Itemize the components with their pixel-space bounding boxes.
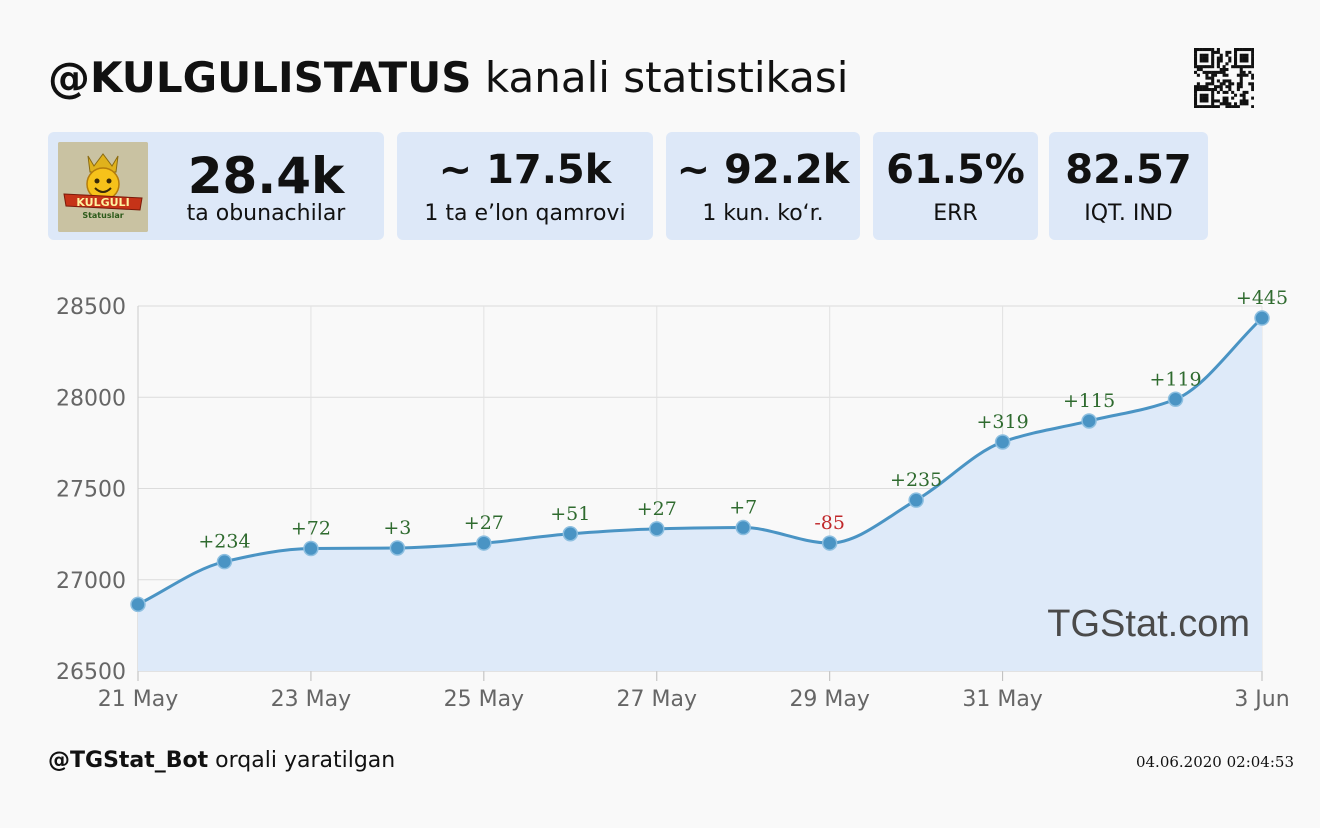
title-suffix: kanali statistikasi [484, 53, 849, 102]
data-label: +27 [464, 512, 504, 534]
x-tick-label: 29 May [789, 687, 869, 712]
index-value: 82.57 [1065, 147, 1192, 193]
footer-timestamp: 04.06.2020 02:04:53 [1135, 753, 1294, 771]
channel-avatar: KULGULI Statuslar [58, 142, 148, 232]
data-label: +7 [729, 497, 757, 519]
daily-views-label: 1 kun. ko‘r. [702, 201, 824, 226]
y-tick-label: 27500 [56, 478, 126, 503]
data-point [1081, 413, 1097, 429]
reach-value: ~ 17.5k [438, 147, 612, 193]
index-card: 82.57 IQT. IND [1049, 132, 1208, 240]
data-label: +72 [291, 518, 331, 540]
watermark: TGStat.com [1047, 603, 1250, 645]
err-value: 61.5% [886, 147, 1025, 193]
data-label: +319 [977, 411, 1029, 433]
data-point [908, 492, 924, 508]
subscribers-label: ta obunachilar [186, 201, 346, 226]
svg-text:KULGULI: KULGULI [76, 196, 129, 209]
qr-code-icon[interactable] [1194, 48, 1254, 108]
data-point [1167, 391, 1184, 408]
data-label: +3 [383, 517, 411, 539]
x-tick-label: 27 May [617, 687, 697, 712]
daily-views-card: ~ 92.2k 1 kun. ko‘r. [666, 132, 860, 240]
data-label: +445 [1236, 287, 1288, 309]
y-tick-label: 28000 [56, 386, 126, 411]
data-point [1254, 310, 1270, 326]
data-point [735, 519, 751, 536]
subscribers-card: KULGULI Statuslar 28.4k ta obunachilar [48, 132, 384, 240]
data-label: -85 [814, 512, 845, 534]
x-tick-label: 3 Jun [1234, 687, 1289, 712]
data-label: +235 [890, 469, 942, 491]
data-point [562, 526, 579, 542]
subscribers-value: 28.4k [187, 147, 345, 205]
x-tick-label: 25 May [444, 687, 524, 712]
data-point [130, 596, 146, 613]
data-point [476, 535, 492, 551]
channel-logo: KULGULI Statuslar [58, 142, 148, 232]
x-tick-label: 21 May [98, 687, 178, 712]
svg-text:Statuslar: Statuslar [82, 211, 123, 220]
x-tick-label: 31 May [962, 687, 1042, 712]
data-point [821, 535, 838, 551]
page-title: @KULGULISTATUS kanali statistikasi [48, 50, 848, 106]
data-point [649, 521, 665, 537]
err-label: ERR [933, 201, 978, 226]
bot-link[interactable]: @TGStat_Bot [48, 748, 209, 773]
footer-suffix: orqali yaratilgan [208, 748, 396, 773]
x-tick-label: 23 May [271, 687, 351, 712]
series-area [138, 318, 1262, 671]
index-label: IQT. IND [1084, 201, 1173, 226]
y-tick-label: 28500 [56, 295, 126, 320]
data-label: +115 [1063, 390, 1115, 412]
data-point [303, 540, 319, 557]
data-point [389, 540, 406, 556]
reach-card: ~ 17.5k 1 ta e’lon qamrovi [397, 132, 653, 240]
data-label: +234 [198, 531, 250, 553]
data-point [216, 553, 233, 570]
channel-name: @KULGULISTATUS [48, 53, 472, 102]
err-card: 61.5% ERR [873, 132, 1038, 240]
footer-credit: @TGStat_Bot orqali yaratilgan [48, 746, 395, 776]
y-tick-label: 27000 [56, 569, 126, 594]
reach-label: 1 ta e’lon qamrovi [424, 201, 626, 226]
data-label: +119 [1149, 368, 1201, 390]
daily-views-value: ~ 92.2k [676, 147, 850, 193]
data-label: +51 [550, 503, 590, 525]
data-point [994, 434, 1011, 450]
data-label: +27 [637, 498, 677, 520]
y-tick-label: 26500 [56, 660, 126, 685]
